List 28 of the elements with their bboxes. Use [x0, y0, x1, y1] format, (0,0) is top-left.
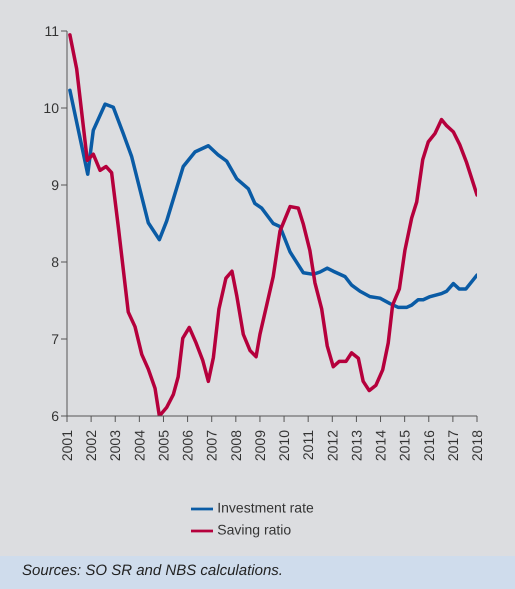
x-tick-label: 2013 [348, 430, 364, 462]
x-tick-label: 2007 [204, 430, 220, 462]
x-tick-label: 2009 [252, 430, 268, 462]
legend-label: Investment rate [217, 500, 314, 516]
y-tick-label: 8 [51, 254, 60, 270]
x-tick-label: 2003 [107, 430, 124, 462]
x-tick-label: 2004 [131, 430, 148, 462]
x-tick-label: 2017 [444, 430, 461, 462]
x-tick-label: 2018 [469, 430, 485, 462]
x-tick-label: 2008 [228, 430, 244, 462]
x-tick-label: 2012 [324, 430, 340, 462]
x-tick-label: 2011 [300, 430, 316, 460]
x-tick-label: 2005 [155, 430, 172, 462]
y-tick-label: 6 [51, 408, 60, 424]
y-tick-label: 11 [44, 22, 60, 39]
x-tick-label: 2016 [420, 430, 437, 462]
y-tick-label: 10 [43, 100, 60, 116]
x-tick-label: 2010 [276, 430, 292, 462]
x-tick-label: 2014 [372, 430, 389, 462]
y-tick-label: 7 [51, 330, 60, 347]
x-tick-label: 2002 [83, 430, 100, 462]
line-series [68, 88, 477, 310]
y-tick-label: 9 [51, 176, 60, 193]
legend-label: Saving ratio [217, 522, 292, 538]
x-tick-label: 2015 [396, 430, 413, 462]
x-tick-label: 2006 [180, 430, 196, 462]
x-tick-label: 2001 [59, 430, 75, 462]
source-note: Sources: SO SR and NBS calculations. [21, 561, 284, 579]
